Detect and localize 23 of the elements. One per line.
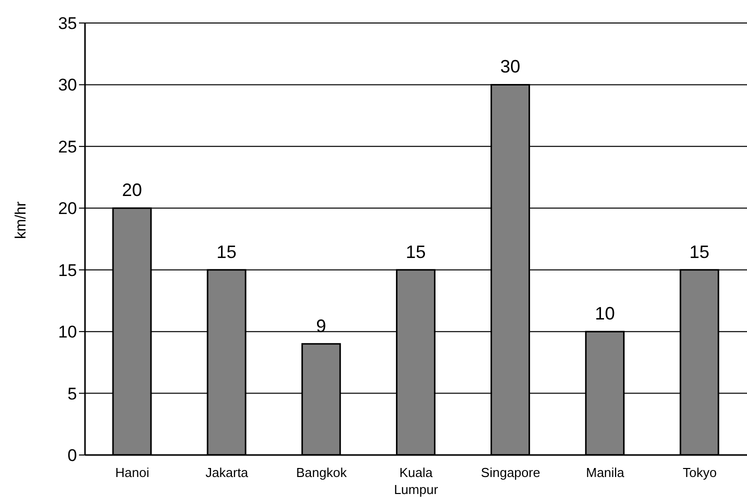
x-tick-label: Tokyo <box>682 465 717 480</box>
y-tick-label: 30 <box>58 76 77 95</box>
x-tick-label: Jakarta <box>206 465 249 480</box>
x-tick-label: Manila <box>586 465 626 480</box>
y-tick-label: 35 <box>58 14 77 34</box>
x-tick-label: Hanoi <box>115 465 150 480</box>
x-tick-label: Kuala Lumpur <box>394 465 439 497</box>
y-tick-label: 15 <box>58 260 77 280</box>
y-tick-label: 0 <box>68 446 77 466</box>
y-axis-title: km/hr <box>12 201 30 239</box>
data-label: 15 <box>689 242 710 262</box>
data-label: 9 <box>316 316 326 336</box>
data-label: 15 <box>406 242 426 262</box>
y-tick-label: 5 <box>68 384 77 404</box>
x-tick-label: Singapore <box>480 465 540 480</box>
data-label: 15 <box>216 242 237 262</box>
y-tick-label: 20 <box>58 199 77 218</box>
y-tick-label: 10 <box>58 322 77 342</box>
y-tick-label: 25 <box>58 137 77 156</box>
data-label: 20 <box>122 180 142 200</box>
x-tick-label: Bangkok <box>296 465 348 480</box>
data-label: 10 <box>594 304 615 324</box>
data-label: 30 <box>500 56 520 77</box>
